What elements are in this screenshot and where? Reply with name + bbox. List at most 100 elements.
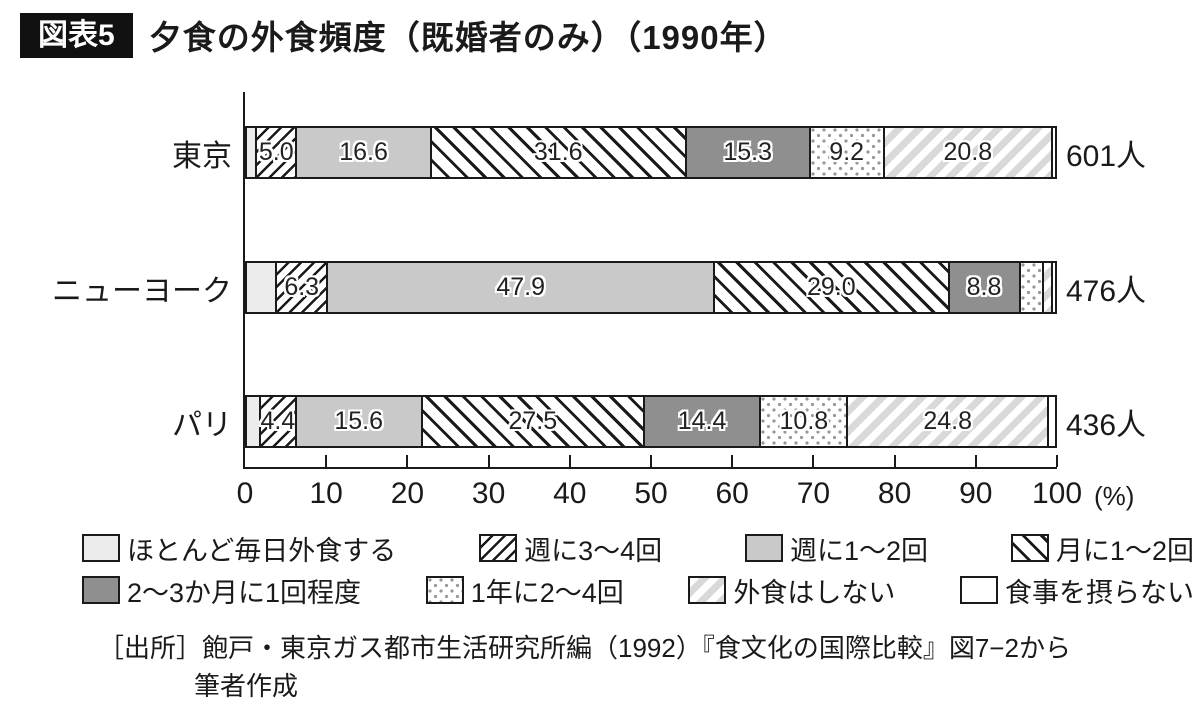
legend-row-1: ほとんど毎日外食する 週に3～4回 週に1～2回 月に1～2回 xyxy=(82,530,1194,566)
bar-row: ニューヨーク 6.3 47.9 29.0 8.8 476人 xyxy=(52,261,1146,314)
legend-swatch xyxy=(960,576,998,604)
axis-tick xyxy=(568,455,571,467)
legend-label: 週に1～2回 xyxy=(790,535,929,566)
row-label: パリ xyxy=(172,408,232,442)
tick-label: 20 xyxy=(390,477,425,510)
legend-swatch xyxy=(82,534,120,562)
bar-segment xyxy=(1042,263,1051,312)
segment-value: 5.0 xyxy=(258,138,294,166)
legend-swatch xyxy=(688,576,727,604)
legend-item: 食事を摂らない xyxy=(960,571,1194,610)
segment-value: 47.9 xyxy=(496,273,545,301)
row-label: ニューヨーク xyxy=(52,274,232,308)
legend-item: 1年に2～4回 xyxy=(425,571,624,610)
segment-value: 9.2 xyxy=(829,138,865,166)
legend-item: 外食はしない xyxy=(688,571,895,610)
bar-segment: 29.0 xyxy=(713,263,948,312)
axis-tick xyxy=(650,455,652,467)
bar-segment xyxy=(247,397,260,446)
axis-unit-label: (%) xyxy=(1094,481,1135,511)
bar-segment: 15.3 xyxy=(684,128,809,177)
bar-segment: 4.4 xyxy=(259,397,295,446)
bar-segment: 16.6 xyxy=(295,128,430,177)
source-line-2: 筆者作成 xyxy=(194,671,299,701)
bar-segment: 8.8 xyxy=(947,263,1019,312)
tick-label: 40 xyxy=(553,477,587,510)
tick-label: 80 xyxy=(877,477,912,510)
axis-tick xyxy=(731,455,734,467)
axis-tick xyxy=(487,455,490,467)
axis-tick xyxy=(406,455,409,467)
bar-segment xyxy=(247,263,276,312)
tick-label: 0 xyxy=(236,477,254,510)
axis-tick xyxy=(893,455,896,467)
segment-value: 20.8 xyxy=(943,138,993,166)
bar-segment: 27.5 xyxy=(420,397,643,446)
tick-label: 30 xyxy=(471,477,506,510)
sample-count: 476人 xyxy=(1066,274,1147,308)
segment-value: 15.3 xyxy=(723,138,773,166)
legend-label: 外食はしない xyxy=(733,577,896,608)
bar-segment: 5.0 xyxy=(255,128,296,177)
bar-segment xyxy=(1018,263,1043,312)
stacked-bar: 5.0 16.6 31.6 15.3 9.2 20.8 xyxy=(245,126,1057,179)
bar-segment xyxy=(247,128,256,177)
legend-label: ほとんど毎日外食する xyxy=(127,535,397,566)
axis-tick xyxy=(1056,455,1058,467)
legend-swatch xyxy=(82,576,120,604)
bar-segment: 14.4 xyxy=(642,397,760,446)
legend-label: 2～3か月に1回程度 xyxy=(127,577,362,608)
tick-label: 60 xyxy=(715,477,749,510)
bar-segment: 24.8 xyxy=(846,397,1047,446)
segment-value: 10.8 xyxy=(779,407,829,435)
legend-swatch xyxy=(425,576,464,604)
segment-value: 6.3 xyxy=(284,273,320,301)
figure-tag: 図表5 xyxy=(20,12,133,58)
legend-swatch xyxy=(1010,534,1049,562)
sample-count: 436人 xyxy=(1066,408,1147,442)
bar-segment xyxy=(1050,263,1055,312)
legend-label: 1年に2～4回 xyxy=(470,577,624,608)
bar-segment: 10.8 xyxy=(759,397,847,446)
legend-label: 週に3～4回 xyxy=(524,535,663,566)
row-label: 東京 xyxy=(172,139,232,173)
legend-item: 月に1～2回 xyxy=(1010,529,1194,568)
axis-tick xyxy=(974,455,977,467)
sample-count: 601人 xyxy=(1066,139,1147,173)
tick-label: 50 xyxy=(634,477,668,510)
source-line-1: ［出所］飽戸・東京ガス都市生活研究所編（1992）『食文化の国際比較』図7−2か… xyxy=(98,633,1071,663)
legend-item: 週に3～4回 xyxy=(479,529,662,568)
legend-swatch xyxy=(479,534,518,562)
x-axis-line xyxy=(243,467,1057,469)
legend-label: 食事を摂らない xyxy=(1005,577,1194,608)
axis-tick xyxy=(325,455,328,467)
bar-row: 東京 5.0 16.6 31.6 15.3 9.2 20.8 601人 xyxy=(172,126,1146,179)
bar-segment: 31.6 xyxy=(429,128,685,177)
figure-header: 図表5 夕食の外食頻度（既婚者のみ）（1990年） xyxy=(20,11,788,59)
legend-item: 週に1～2回 xyxy=(745,529,928,568)
tick-label: 70 xyxy=(796,477,831,510)
segment-value: 14.4 xyxy=(677,407,727,435)
segment-value: 8.8 xyxy=(966,273,1002,301)
stacked-bar: 6.3 47.9 29.0 8.8 xyxy=(245,261,1057,314)
tick-label: 100 xyxy=(1031,477,1083,510)
stacked-bar: 4.4 15.6 27.5 14.4 10.8 24.8 xyxy=(245,395,1057,448)
legend-label: 月に1～2回 xyxy=(1055,535,1194,566)
bar-segment: 47.9 xyxy=(326,263,714,312)
bar-segment: 6.3 xyxy=(275,263,327,312)
tick-label: 10 xyxy=(309,477,343,510)
source-note: ［出所］飽戸・東京ガス都市生活研究所編（1992）『食文化の国際比較』図7−2か… xyxy=(98,629,1071,705)
segment-value: 15.6 xyxy=(334,407,384,435)
bar-segment: 15.6 xyxy=(294,397,421,446)
legend-swatch xyxy=(745,534,783,562)
bar-segment: 9.2 xyxy=(808,128,883,177)
axis-tick xyxy=(812,455,815,467)
segment-value: 24.8 xyxy=(923,407,972,435)
legend-item: ほとんど毎日外食する xyxy=(82,529,396,568)
segment-value: 16.6 xyxy=(339,138,388,166)
segment-value: 31.6 xyxy=(533,138,583,166)
legend-row-2: 2～3か月に1回程度 1年に2～4回 外食はしない 食事を摂らない xyxy=(82,572,1194,608)
figure-title: 夕食の外食頻度（既婚者のみ）（1990年） xyxy=(148,19,788,56)
